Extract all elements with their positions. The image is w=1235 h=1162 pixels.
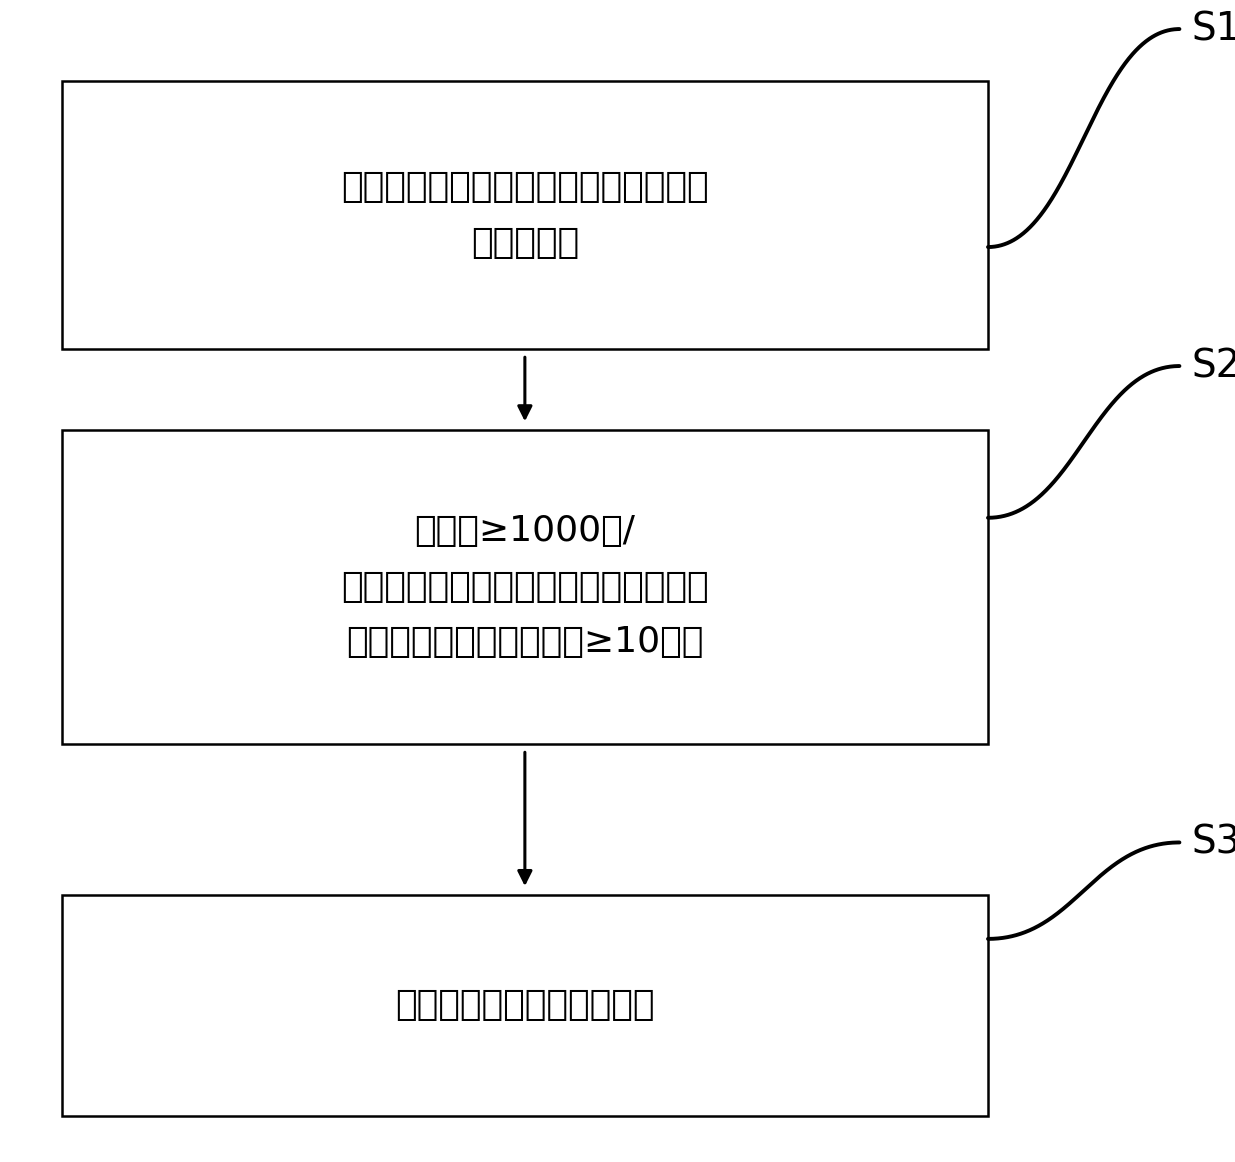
Text: S2: S2 <box>1192 347 1235 385</box>
Text: S1: S1 <box>1192 10 1235 48</box>
FancyBboxPatch shape <box>62 895 988 1116</box>
Text: S3: S3 <box>1192 824 1235 861</box>
Text: 将搅拌后的油墨冷却至室温: 将搅拌后的油墨冷却至室温 <box>395 988 655 1023</box>
FancyBboxPatch shape <box>62 81 988 349</box>
Text: 在转速≥1000转/
分钟的条件下对所述搅拌桶中的油墨进
行剪切式搅拌，搅拌时间≥10分钟: 在转速≥1000转/ 分钟的条件下对所述搅拌桶中的油墨进 行剪切式搅拌，搅拌时间… <box>341 515 709 659</box>
FancyBboxPatch shape <box>62 430 988 744</box>
Text: 将热固化型石墨烯油墨和消泡剂按比例
倒入容器中: 将热固化型石墨烯油墨和消泡剂按比例 倒入容器中 <box>341 170 709 260</box>
